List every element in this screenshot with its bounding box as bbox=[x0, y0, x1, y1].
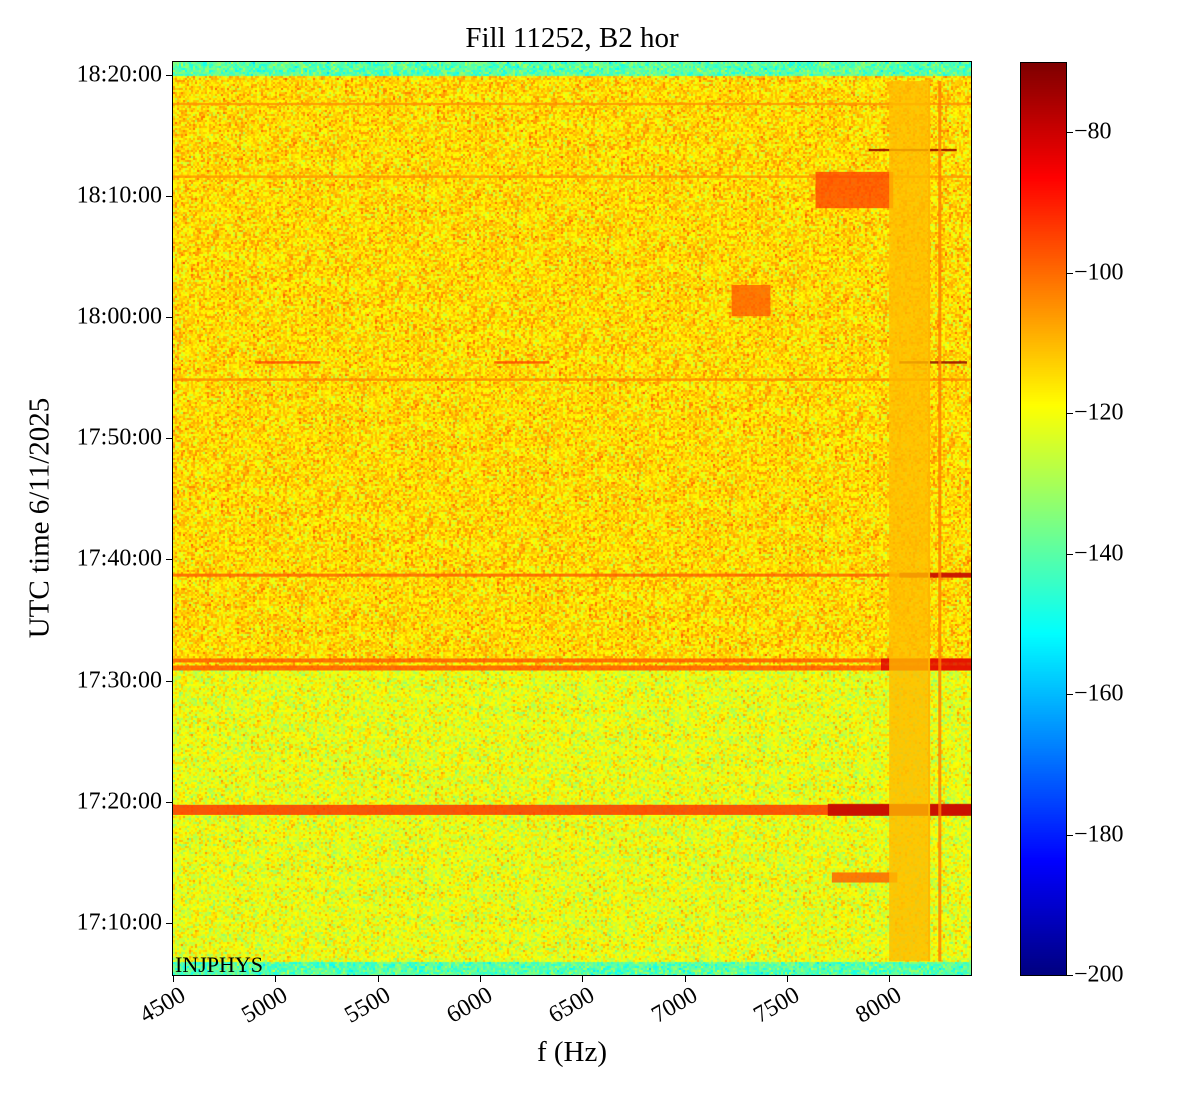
colorbar-tick-label: −200 bbox=[1074, 961, 1124, 988]
spectral-feature bbox=[889, 80, 931, 962]
x-tick-label: 5500 bbox=[340, 982, 395, 1029]
spectral-feature bbox=[899, 572, 971, 578]
y-tick-label: 17:10:00 bbox=[76, 909, 162, 936]
spectrogram-background bbox=[173, 62, 971, 975]
x-tick-mark bbox=[275, 975, 277, 982]
spectrogram-plot bbox=[173, 62, 971, 975]
y-tick-label: 18:00:00 bbox=[76, 303, 162, 330]
colorbar-tick-mark bbox=[1066, 132, 1073, 134]
y-tick-mark bbox=[166, 196, 173, 198]
x-tick-label: 7500 bbox=[749, 982, 804, 1029]
colorbar-tick-mark bbox=[1066, 834, 1073, 836]
spectral-feature bbox=[494, 361, 550, 364]
spectral-feature bbox=[815, 171, 894, 209]
spectral-feature bbox=[173, 804, 971, 815]
colorbar-tick-mark bbox=[1066, 975, 1073, 976]
x-tick-label: 5000 bbox=[237, 982, 293, 1029]
spectral-feature bbox=[173, 658, 971, 663]
colorbar-tick-mark bbox=[1066, 694, 1073, 696]
spectral-feature bbox=[254, 361, 321, 364]
colorbar-tick-mark bbox=[1066, 413, 1073, 415]
colorbar-tick-label: −140 bbox=[1074, 540, 1124, 567]
y-tick-mark bbox=[166, 801, 173, 803]
y-tick-mark bbox=[166, 317, 173, 319]
spectral-feature bbox=[938, 80, 942, 962]
y-tick-mark bbox=[166, 559, 173, 561]
spectral-feature bbox=[173, 102, 971, 106]
y-tick-label: 17:30:00 bbox=[76, 667, 162, 694]
spectral-feature bbox=[831, 872, 898, 883]
x-axis-label: f (Hz) bbox=[536, 1036, 608, 1068]
y-tick-mark bbox=[166, 74, 173, 76]
y-tick-mark bbox=[166, 680, 173, 682]
colorbar-tick-label: −100 bbox=[1074, 259, 1124, 286]
x-tick-label: 4500 bbox=[135, 982, 190, 1029]
y-tick-label: 18:10:00 bbox=[76, 182, 162, 209]
spectral-feature bbox=[173, 665, 971, 671]
y-tick-label: 18:20:00 bbox=[76, 61, 162, 88]
colorbar-tick-label: −120 bbox=[1074, 399, 1124, 426]
x-tick-mark bbox=[889, 975, 891, 982]
y-tick-mark bbox=[166, 922, 173, 924]
x-tick-label: 7000 bbox=[646, 982, 702, 1029]
x-tick-mark bbox=[684, 975, 686, 982]
x-tick-label: 6500 bbox=[544, 982, 600, 1029]
y-tick-mark bbox=[166, 438, 173, 440]
x-tick-label: 8000 bbox=[851, 982, 907, 1029]
colorbar bbox=[1020, 62, 1067, 976]
spectral-feature bbox=[173, 573, 971, 577]
x-tick-mark bbox=[479, 975, 481, 982]
colorbar-tick-label: −180 bbox=[1074, 821, 1124, 848]
colorbar-tick-mark bbox=[1066, 553, 1073, 555]
injphys-annotation: INJPHYS bbox=[175, 952, 264, 977]
x-tick-mark bbox=[173, 975, 174, 982]
spectral-feature bbox=[173, 175, 971, 178]
x-tick-mark bbox=[377, 975, 379, 982]
spectrogram-features bbox=[173, 80, 971, 962]
spectral-feature bbox=[899, 361, 967, 364]
y-axis-label: UTC time 6/11/2025 bbox=[23, 397, 56, 639]
x-tick-label: 6000 bbox=[442, 982, 497, 1029]
colorbar-tick-label: −160 bbox=[1074, 680, 1124, 707]
spectral-feature bbox=[731, 284, 771, 317]
y-tick-label: 17:40:00 bbox=[76, 545, 162, 572]
spectral-feature bbox=[173, 378, 971, 381]
x-tick-mark bbox=[786, 975, 788, 982]
colorbar-tick-mark bbox=[1066, 272, 1073, 274]
y-tick-label: 17:50:00 bbox=[76, 424, 162, 451]
chart-title: Fill 11252, B2 hor bbox=[465, 22, 679, 54]
colorbar-tick-label: −80 bbox=[1074, 118, 1112, 145]
x-tick-mark bbox=[582, 975, 584, 982]
y-tick-label: 17:20:00 bbox=[76, 788, 162, 815]
